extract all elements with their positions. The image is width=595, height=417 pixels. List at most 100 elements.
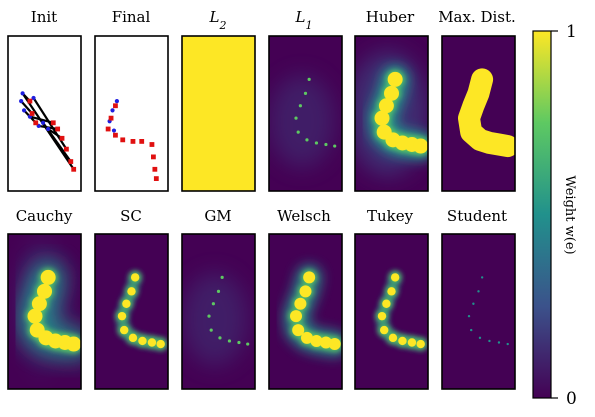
- landmark-dot: [470, 328, 473, 332]
- panel-title-l1: L1: [295, 8, 313, 32]
- panel-r1-1: [94, 35, 169, 192]
- source-point: [19, 99, 24, 104]
- landmark-dot: [128, 333, 138, 343]
- landmark-dot: [220, 275, 224, 279]
- landmark-dot: [472, 302, 475, 305]
- panel-title-tukey: Tukey: [367, 207, 414, 225]
- landmark-dot: [480, 276, 484, 279]
- landmark-dot: [387, 287, 396, 296]
- source-point: [31, 95, 36, 101]
- source-point: [110, 108, 115, 113]
- colorbar-gradient: [532, 30, 552, 399]
- landmark-dot: [130, 273, 140, 282]
- panel-r2-0: [7, 233, 82, 390]
- target-point: [130, 139, 136, 144]
- weight-region: [458, 68, 515, 158]
- landmark-dot: [416, 339, 425, 349]
- landmark-dot: [31, 296, 47, 312]
- landmark-dot: [382, 299, 391, 308]
- target-point: [120, 137, 126, 143]
- panel-frame: [354, 35, 429, 192]
- landmark-dot: [305, 138, 309, 142]
- panel-frame: [441, 35, 516, 192]
- landmark-dot: [378, 98, 394, 114]
- panel-r1-3: [268, 35, 343, 192]
- panel-background: [442, 234, 515, 389]
- panel-frame: [7, 35, 82, 192]
- landmark-dot: [294, 297, 307, 310]
- landmark-dot: [314, 141, 319, 145]
- landmark-dot: [209, 328, 213, 332]
- panel-frame: [7, 233, 82, 390]
- landmark-dot: [388, 333, 398, 343]
- landmark-dot: [290, 310, 303, 323]
- panel-frame: [181, 35, 256, 192]
- landmark-dot: [127, 287, 136, 296]
- panel-title-final: Final: [112, 8, 151, 26]
- panel-r2-4: [354, 233, 429, 390]
- landmark-dot: [324, 142, 328, 147]
- source-point: [46, 126, 51, 132]
- landmark-dot: [303, 91, 308, 95]
- landmark-dot: [120, 325, 129, 335]
- landmark-dot: [407, 338, 417, 347]
- target-point: [64, 146, 69, 152]
- panel-r2-3: [268, 233, 343, 390]
- colorbar-tick-label-top: 1: [566, 22, 577, 42]
- landmark-dot: [377, 311, 387, 321]
- landmark-dot: [156, 339, 165, 349]
- panel-frame: [268, 35, 343, 192]
- panel-background: [355, 234, 428, 389]
- panel-background: [95, 36, 168, 191]
- panel-r2-1: [94, 233, 169, 390]
- landmark-dot: [380, 325, 389, 335]
- source-point: [111, 128, 117, 133]
- panel-title-cauchy: Cauchy: [16, 207, 73, 225]
- weight-halo: [182, 272, 248, 366]
- panel-r1-0: [7, 35, 82, 192]
- panel-title-gm: GM: [204, 207, 231, 225]
- landmark-dot: [37, 283, 52, 299]
- source-point: [21, 108, 27, 113]
- panel-title-l2: L2: [209, 8, 227, 32]
- landmark-dot: [147, 338, 157, 347]
- landmark-dot: [211, 302, 215, 306]
- panel-r1-2: [181, 35, 256, 192]
- landmark-dot: [300, 331, 313, 344]
- target-point: [105, 126, 111, 132]
- correspondence-line: [21, 92, 75, 170]
- target-point: [50, 120, 56, 126]
- landmark-dot: [374, 110, 390, 126]
- landmark-dot: [218, 336, 222, 340]
- target-point: [113, 103, 118, 109]
- landmark-dot: [310, 334, 323, 347]
- panel-frame: [181, 233, 256, 390]
- panel-title-huber: Huber: [366, 8, 415, 26]
- landmark-dot: [497, 341, 501, 344]
- target-point: [59, 135, 65, 141]
- panel-frame: [94, 35, 169, 192]
- landmark-dot: [328, 338, 341, 351]
- colorbar-tick-label-bottom: 0: [566, 389, 577, 409]
- landmark-dot: [138, 336, 147, 346]
- target-point: [29, 111, 35, 116]
- landmark-dot: [237, 340, 241, 345]
- landmark-dot: [299, 285, 312, 298]
- panel-title-student: Student: [447, 207, 507, 225]
- landmark-dot: [40, 269, 56, 285]
- panel-frame: [268, 233, 343, 390]
- landmark-dot: [216, 289, 221, 293]
- landmark-dot: [398, 336, 407, 346]
- colorbar-label: Weight w(e): [562, 175, 577, 254]
- target-point: [71, 166, 77, 172]
- panel-title-init: Init: [31, 8, 57, 26]
- target-point: [113, 132, 118, 138]
- target-point: [27, 98, 33, 104]
- target-point: [149, 142, 155, 147]
- landmark-dot: [66, 336, 81, 352]
- target-point: [33, 120, 39, 126]
- target-point: [55, 126, 61, 132]
- landmark-dot: [307, 77, 311, 81]
- landmark-dot: [207, 314, 211, 318]
- panel-grid: [7, 35, 516, 390]
